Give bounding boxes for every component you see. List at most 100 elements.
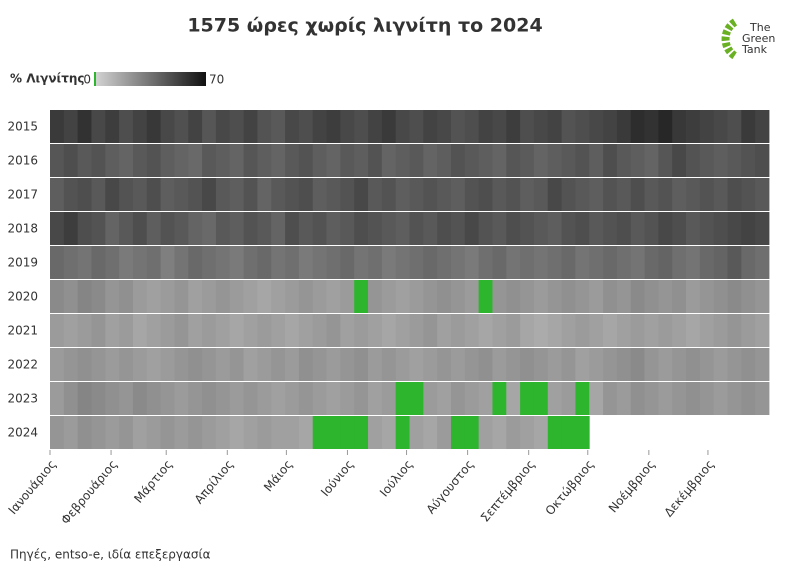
cell <box>91 280 106 313</box>
cell <box>188 178 203 211</box>
cell <box>506 382 521 415</box>
cell <box>506 110 521 143</box>
x-tick-label: Ιανουάριος <box>6 457 59 517</box>
cell <box>713 144 728 177</box>
cell <box>672 314 687 347</box>
cell <box>658 144 673 177</box>
cell <box>174 110 189 143</box>
cell <box>616 212 632 245</box>
cell <box>423 178 438 211</box>
cell <box>298 144 314 177</box>
cell <box>50 280 65 313</box>
cell <box>686 144 701 177</box>
cell <box>119 212 134 245</box>
cell <box>271 246 286 279</box>
cell <box>658 280 673 313</box>
x-tick-label: Μάιος <box>261 457 295 494</box>
cell <box>561 178 576 211</box>
cell <box>63 246 79 279</box>
cell <box>340 110 355 143</box>
cell <box>63 144 79 177</box>
cell <box>672 212 687 245</box>
cell <box>589 110 604 143</box>
cell <box>91 110 106 143</box>
cell <box>547 314 562 347</box>
cell <box>672 382 687 415</box>
cell <box>160 212 175 245</box>
cell <box>132 314 148 347</box>
cell <box>132 144 148 177</box>
cell <box>340 314 355 347</box>
row-label: 2017 <box>7 188 38 202</box>
cell <box>326 144 341 177</box>
cell <box>354 178 369 211</box>
cell <box>368 416 383 449</box>
cell <box>686 382 701 415</box>
cell <box>312 416 327 449</box>
cell <box>755 382 770 415</box>
cell <box>119 382 134 415</box>
cell <box>77 382 92 415</box>
cell <box>409 110 424 143</box>
cell <box>395 348 410 381</box>
row-label: 2016 <box>7 154 38 168</box>
cell <box>298 416 314 449</box>
cell <box>727 212 742 245</box>
cell <box>658 382 673 415</box>
cell <box>312 348 327 381</box>
cell <box>285 314 300 347</box>
cell <box>132 212 148 245</box>
cell <box>395 314 410 347</box>
cell <box>271 416 286 449</box>
cell <box>160 348 175 381</box>
cell <box>603 178 618 211</box>
cell <box>368 178 383 211</box>
cell <box>132 178 148 211</box>
cell <box>381 246 397 279</box>
cell <box>672 348 687 381</box>
cell <box>423 246 438 279</box>
cell <box>478 416 493 449</box>
cell <box>188 314 203 347</box>
cell <box>492 178 507 211</box>
cell <box>257 144 272 177</box>
cell <box>188 246 203 279</box>
cell <box>271 178 286 211</box>
cell <box>257 314 272 347</box>
cell <box>506 212 521 245</box>
cell <box>630 280 645 313</box>
cell <box>119 144 134 177</box>
cell <box>215 280 231 313</box>
cell <box>243 178 258 211</box>
cell <box>215 382 231 415</box>
cell <box>215 178 231 211</box>
cell <box>119 280 134 313</box>
cell <box>672 144 687 177</box>
source: Πηγές, entso-e, ιδία επεξεργασία <box>10 548 211 562</box>
cell <box>450 246 466 279</box>
cell <box>603 348 618 381</box>
cell <box>686 110 701 143</box>
cell <box>312 246 327 279</box>
cell <box>450 110 466 143</box>
cell <box>561 280 576 313</box>
cell <box>672 246 687 279</box>
cell <box>533 348 549 381</box>
cell <box>506 178 521 211</box>
cell <box>50 144 65 177</box>
cell <box>395 178 410 211</box>
cell <box>755 212 770 245</box>
cell <box>450 314 466 347</box>
cell <box>326 382 341 415</box>
cell <box>229 246 244 279</box>
cell <box>533 110 549 143</box>
cell <box>686 280 701 313</box>
cell <box>630 144 645 177</box>
cell <box>215 348 231 381</box>
cell <box>395 110 410 143</box>
cell <box>575 314 590 347</box>
cell <box>285 348 300 381</box>
cell <box>381 144 397 177</box>
cell <box>561 382 576 415</box>
